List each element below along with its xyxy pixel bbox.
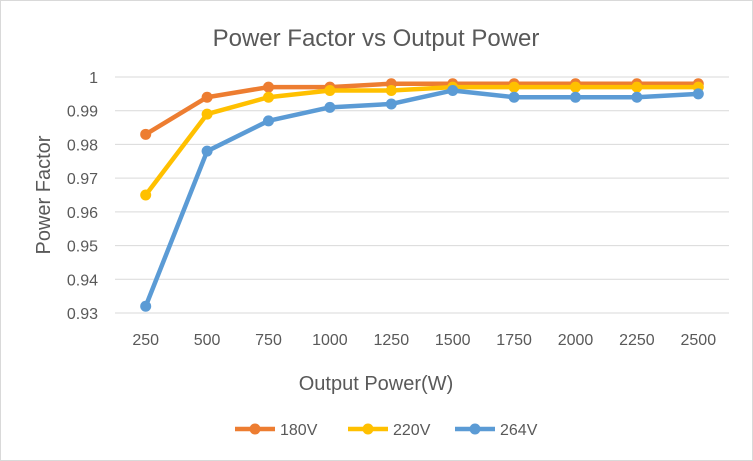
legend-label: 180V xyxy=(280,422,318,439)
x-tick-label: 2250 xyxy=(619,332,655,349)
data-point xyxy=(385,98,397,110)
data-point xyxy=(570,91,581,103)
series-264V xyxy=(140,84,704,312)
series-line xyxy=(143,88,699,308)
legend-item: 264V xyxy=(455,422,538,439)
x-tick-label: 500 xyxy=(194,332,221,349)
legend-marker xyxy=(469,423,481,435)
data-point xyxy=(201,108,213,120)
y-tick-label: 0.96 xyxy=(67,205,98,222)
legend-label: 264V xyxy=(500,422,538,439)
data-point xyxy=(508,81,520,93)
data-point xyxy=(201,91,213,103)
y-axis-title: Power Factor xyxy=(33,135,55,254)
data-point xyxy=(140,300,152,312)
x-tick-label: 250 xyxy=(132,332,159,349)
x-tick-label: 2000 xyxy=(558,332,594,349)
legend-item: 220V xyxy=(348,422,431,439)
data-point xyxy=(140,128,152,140)
y-tick-label: 1 xyxy=(89,70,98,87)
data-point xyxy=(631,91,643,103)
y-tick-label: 0.93 xyxy=(67,306,98,323)
data-point xyxy=(263,91,274,103)
x-tick-label: 750 xyxy=(255,332,282,349)
series-line xyxy=(144,81,699,137)
series-line xyxy=(143,84,699,197)
legend-item: 180V xyxy=(235,422,318,439)
x-tick-label: 2500 xyxy=(681,332,717,349)
data-point xyxy=(631,81,643,93)
x-tick-label: 1000 xyxy=(312,332,348,349)
data-point xyxy=(570,81,581,93)
x-tick-label: 1250 xyxy=(374,332,410,349)
y-tick-label: 0.94 xyxy=(67,272,98,289)
data-point xyxy=(263,115,274,127)
x-tick-label: 1750 xyxy=(496,332,532,349)
y-tick-label: 0.95 xyxy=(67,239,98,256)
chart-title: Power Factor vs Output Power xyxy=(213,25,540,52)
data-point xyxy=(508,91,520,103)
data-point xyxy=(263,81,274,93)
data-point xyxy=(385,84,397,96)
data-point xyxy=(324,84,336,96)
data-point xyxy=(324,101,336,113)
data-point xyxy=(140,189,152,201)
y-tick-label: 0.98 xyxy=(67,137,98,154)
data-point xyxy=(201,145,213,157)
legend-marker xyxy=(249,423,261,435)
y-tick-label: 0.99 xyxy=(67,104,98,121)
data-point xyxy=(692,88,704,100)
y-tick-label: 0.97 xyxy=(67,171,98,188)
data-point xyxy=(447,84,459,96)
legend-marker xyxy=(362,423,374,435)
x-axis-title: Output Power(W) xyxy=(299,373,453,395)
legend-label: 220V xyxy=(393,422,431,439)
x-tick-label: 1500 xyxy=(435,332,471,349)
